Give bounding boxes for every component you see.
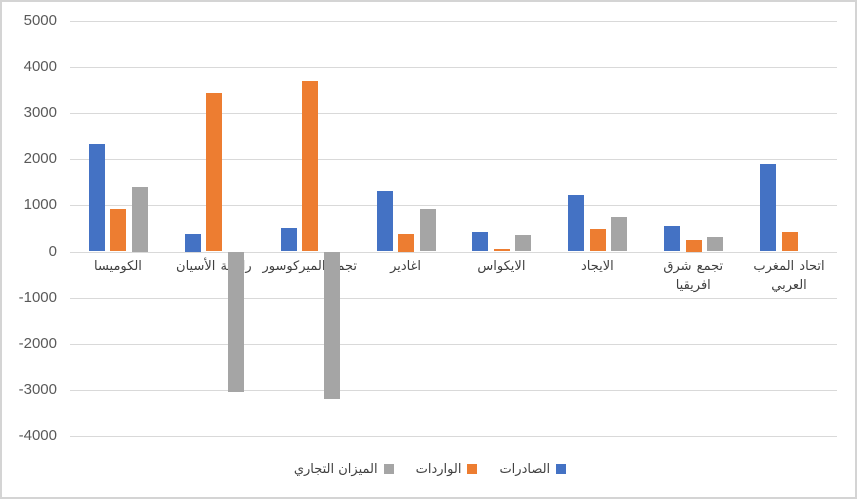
legend-swatch-trade-balance xyxy=(383,464,394,474)
bar-trade-balance-4 xyxy=(515,234,532,252)
legend-item-exports: الصادرات xyxy=(499,461,567,477)
bar-imports-1 xyxy=(206,93,223,252)
legend-swatch-exports xyxy=(556,464,567,474)
legend-swatch-imports xyxy=(467,464,478,474)
legend-label-imports: الواردات xyxy=(415,461,462,477)
bar-imports-7 xyxy=(781,231,798,252)
gridline-0 xyxy=(70,251,837,253)
bar-imports-4 xyxy=(493,248,510,252)
bar-exports-6 xyxy=(664,225,681,252)
category-label: رابطة الأسيان xyxy=(176,259,252,274)
legend: الصادرات الواردات الميزان التجاري xyxy=(0,458,860,480)
bar-exports-5 xyxy=(568,195,585,252)
bar-exports-1 xyxy=(184,234,201,252)
bar-trade-balance-5 xyxy=(611,217,628,252)
legend-label-trade-balance: الميزان التجاري xyxy=(293,461,378,477)
bar-trade-balance-2 xyxy=(323,251,340,399)
bar-trade-balance-1 xyxy=(227,251,244,393)
y-tick-label: -4000 xyxy=(18,426,57,444)
category-label: الكوميسا xyxy=(93,259,142,274)
category-label: اتحاد المغرب العربي xyxy=(753,259,825,293)
bar-imports-3 xyxy=(398,234,415,252)
category-label: الايكواس xyxy=(477,259,526,274)
legend-label-exports: الصادرات xyxy=(499,461,551,477)
bar-exports-7 xyxy=(760,164,777,252)
bar-trade-balance-3 xyxy=(419,208,436,252)
y-tick-label: -3000 xyxy=(18,380,57,398)
y-tick-label: 5000 xyxy=(23,12,57,29)
bar-exports-2 xyxy=(280,228,297,252)
legend-item-trade-balance: الميزان التجاري xyxy=(294,462,394,477)
bar-trade-balance-6 xyxy=(707,237,724,252)
gridline-3000 xyxy=(70,113,837,115)
gridline-2000 xyxy=(70,159,837,161)
y-tick-label: -1000 xyxy=(18,288,57,306)
gridline-1000 xyxy=(70,205,837,207)
gridline--2000 xyxy=(70,343,837,345)
y-tick-label: -2000 xyxy=(18,334,57,352)
y-tick-label: 1000 xyxy=(23,196,57,214)
y-tick-label: 4000 xyxy=(23,58,57,76)
bar-imports-5 xyxy=(589,229,606,252)
category-label: تجمع الميركوسور xyxy=(262,259,358,274)
category-label: تجمع شرق افريقيا xyxy=(663,259,724,293)
gridline-4000 xyxy=(70,67,837,69)
y-tick-label: 3000 xyxy=(23,104,57,122)
gridline-5000 xyxy=(70,21,837,22)
gridline--4000 xyxy=(70,435,837,437)
bar-imports-6 xyxy=(685,240,702,252)
bar-imports-2 xyxy=(302,80,319,252)
legend-item-imports: الواردات xyxy=(416,462,478,477)
category-label: الايجاد xyxy=(580,259,614,274)
bar-exports-3 xyxy=(376,191,393,252)
bar-exports-4 xyxy=(472,232,489,252)
y-tick-label: 0 xyxy=(48,242,57,260)
category-label: اغادير xyxy=(390,259,422,274)
y-tick-label: 2000 xyxy=(23,150,57,168)
gridline--3000 xyxy=(70,389,837,391)
gridline--1000 xyxy=(70,297,837,299)
bar-imports-0 xyxy=(110,208,127,252)
bar-exports-0 xyxy=(88,144,105,252)
bar-trade-balance-0 xyxy=(131,187,148,252)
